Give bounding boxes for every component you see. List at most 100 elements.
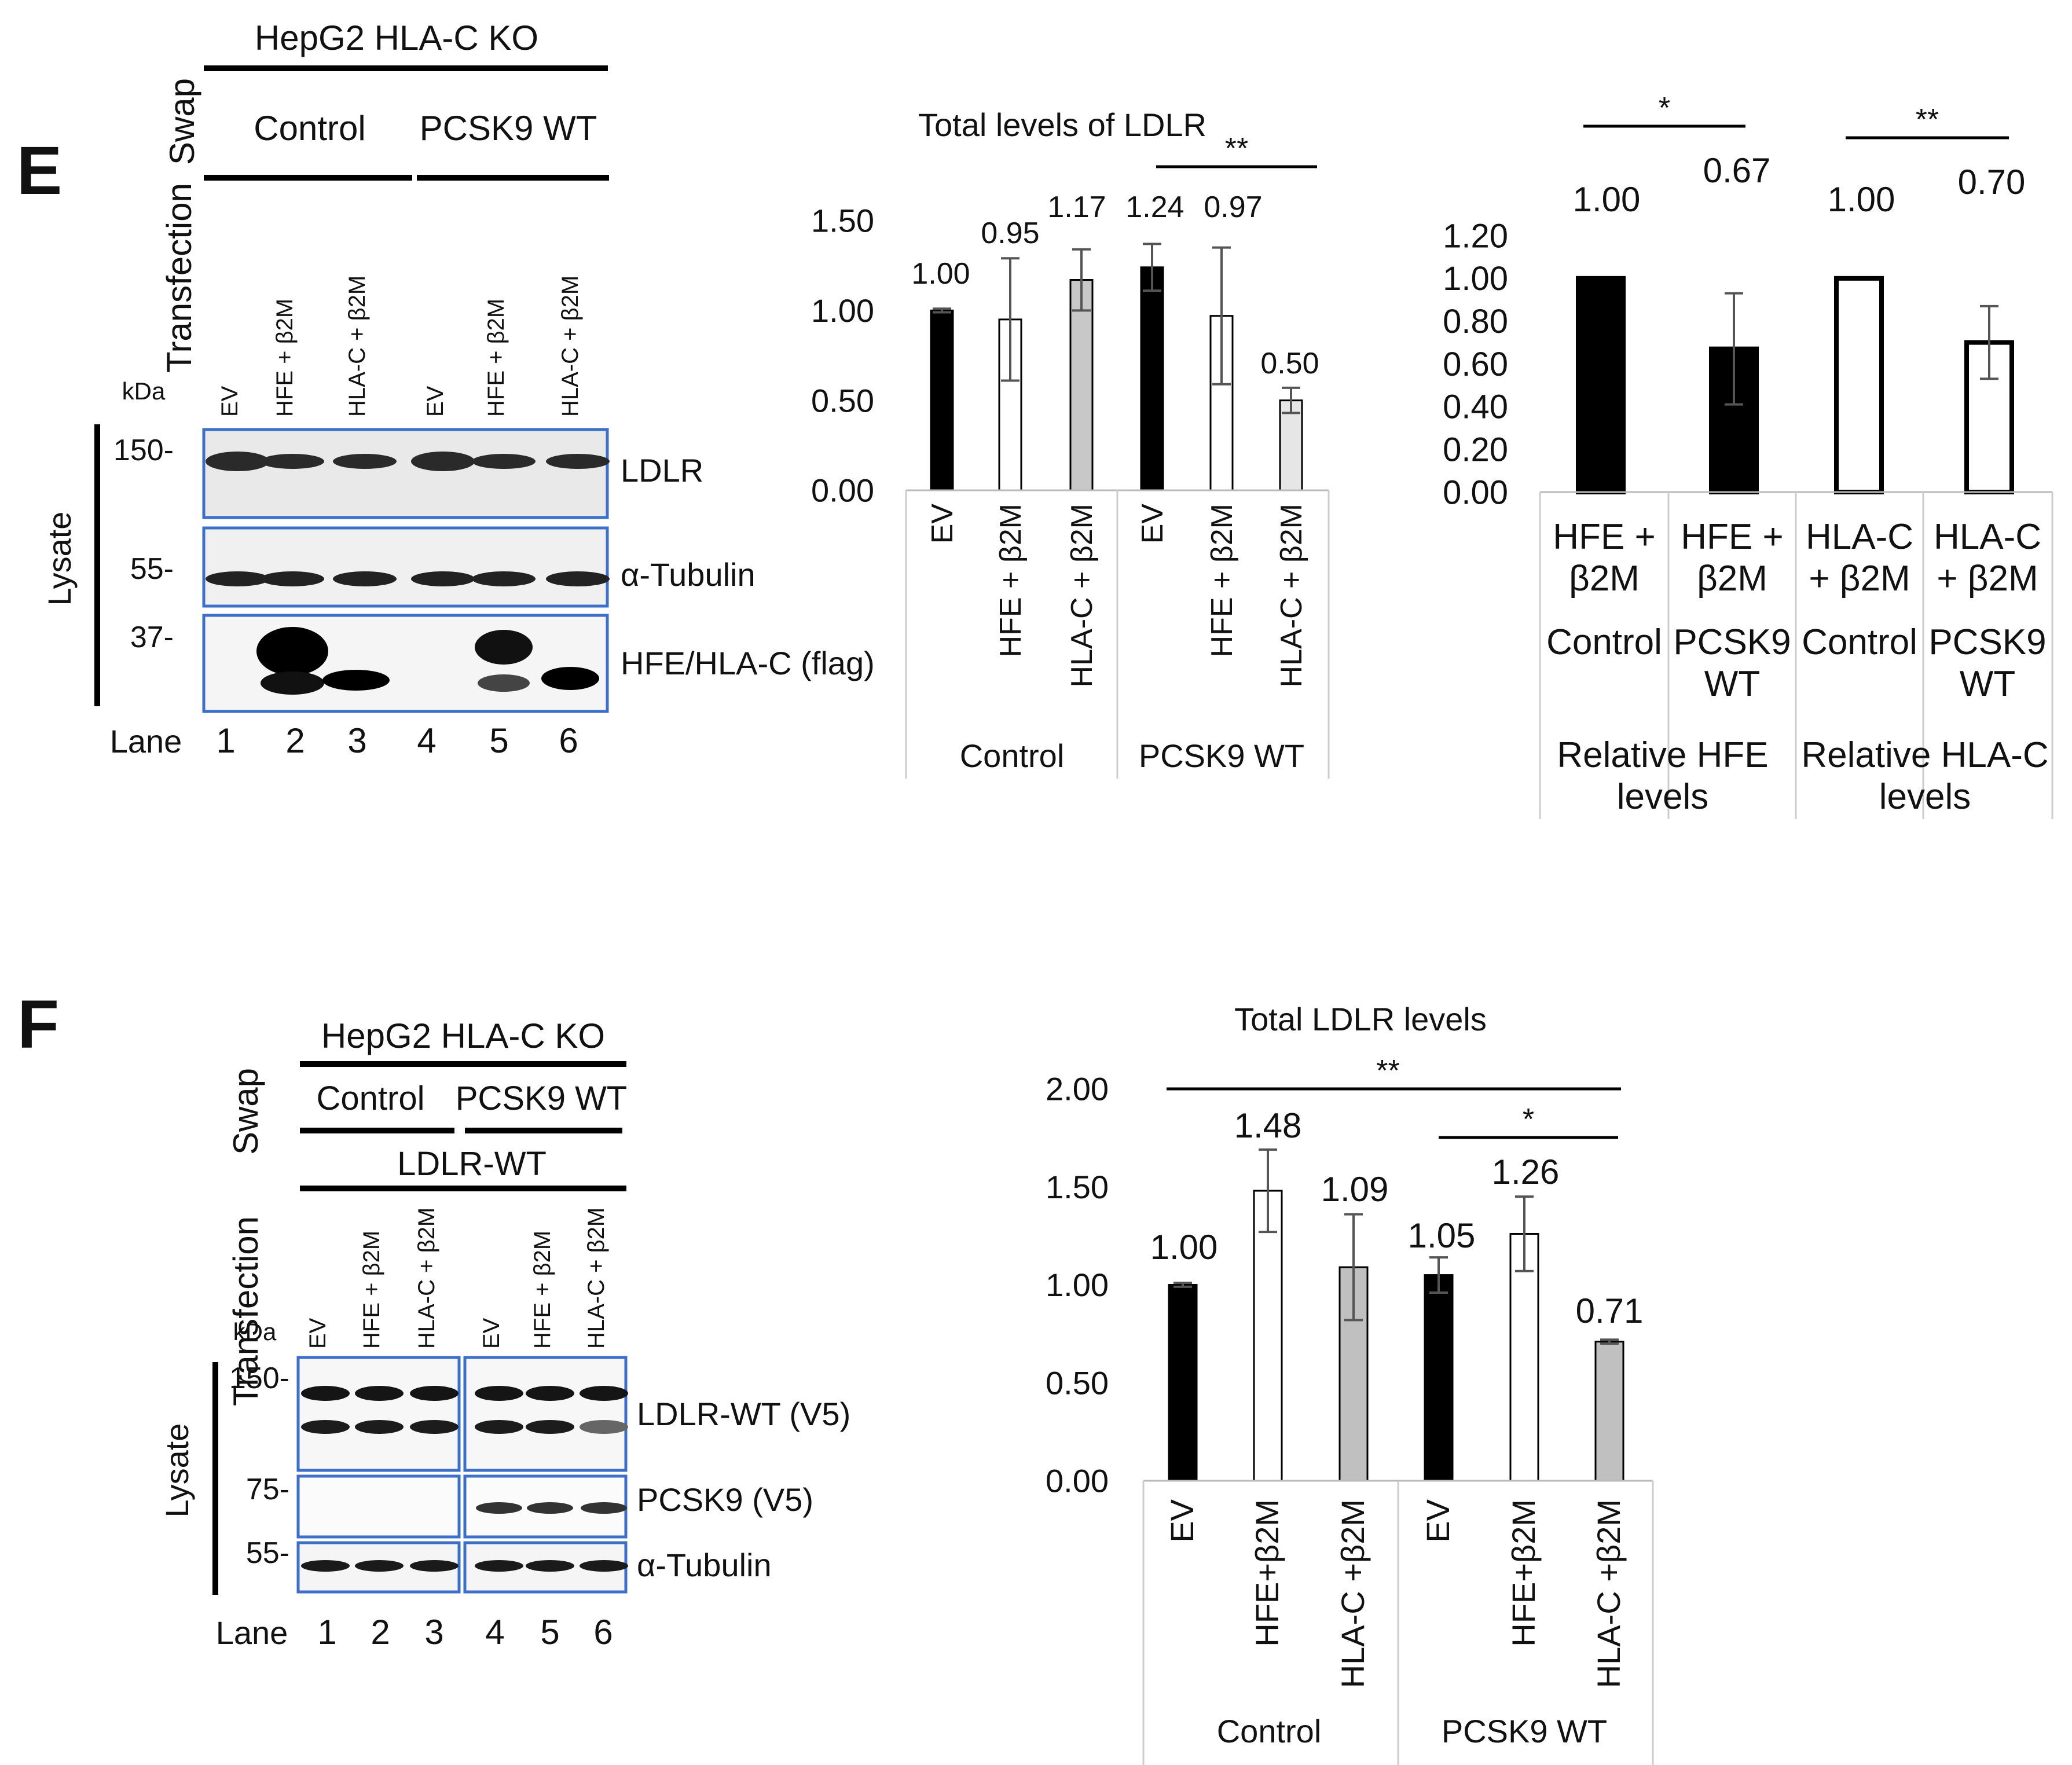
chart-0-x-tick: HLA-C + β2M [1275, 504, 1308, 687]
chart-2-y-tick: 0.00 [1046, 1463, 1109, 1499]
chart-1-bar [1834, 276, 1884, 494]
chart-1-y-tick: 1.00 [1443, 260, 1508, 298]
blot-f-band-ldlr [580, 1420, 628, 1434]
blot-e-box-tubulin [202, 526, 609, 608]
blot-f-band-tubulin [301, 1560, 350, 1572]
blot-f-box-ldlr-control [296, 1356, 461, 1472]
chart-2-data-label: 0.71 [1576, 1291, 1644, 1330]
blot-f-band-tubulin [475, 1560, 523, 1572]
blot-f-lane-number: 3 [424, 1613, 443, 1652]
blot-e-band-hfe [261, 671, 324, 695]
chart-0-x-tick: HFE + β2M [994, 504, 1028, 657]
chart-2-x-tick: EV [1420, 1499, 1456, 1542]
chart-1-y-tick: 0.60 [1443, 346, 1508, 383]
blot-e-lane-number: 6 [559, 721, 578, 760]
chart-2-x-tick: HFE+β2M [1505, 1499, 1542, 1647]
blot-f-band-ldlr [301, 1420, 350, 1434]
blot-e-lane-header: HFE + β2M [483, 299, 509, 417]
chart-1-data-label: 0.70 [1958, 163, 2026, 201]
blot-f-lane-header: HLA-C + β2M [584, 1208, 609, 1349]
chart-1-x-subtick: PCSK9 WT [1673, 622, 1791, 704]
panel-e-letter: E [17, 133, 63, 209]
blot-e-band-label: HFE/HLA-C (flag) [621, 645, 875, 681]
blot-e-lane-header: HLA-C + β2M [558, 276, 583, 417]
blot-f-band-label: α-Tubulin [637, 1547, 772, 1583]
blot-e-group-control: Control [254, 109, 365, 148]
blot-f-lane-header: EV [479, 1318, 504, 1349]
blot-e-lysate-label: Lysate [41, 512, 78, 606]
chart-2-bar [1509, 1232, 1539, 1482]
chart-0-x-tick: EV [926, 504, 959, 544]
blot-e-band-tubulin [411, 571, 475, 586]
chart-1-y-tick: 0.40 [1443, 388, 1508, 426]
blot-f-lane-header: HFE + β2M [530, 1231, 555, 1349]
blot-e-lane-number: 4 [417, 721, 436, 760]
chart-1-x-tick: HFE + β2M [1681, 517, 1783, 599]
blot-f-group-control: Control [317, 1080, 425, 1117]
blot-e-band-ldlr [411, 452, 475, 471]
blot-f-kda-label: kDa [233, 1318, 277, 1345]
chart-0-x-tick: HLA-C + β2M [1065, 504, 1099, 687]
chart-2-y-tick: 1.00 [1046, 1267, 1109, 1303]
blot-e-band-label: α-Tubulin [621, 556, 756, 593]
blot-f-swap-label: Swap [226, 1068, 265, 1155]
blot-e-band-hfe [256, 627, 328, 676]
blot-e-swap-label: Swap [163, 78, 201, 165]
blot-e-lane-header: HFE + β2M [272, 299, 298, 417]
chart-1-y-tick: 1.20 [1443, 217, 1508, 255]
blot-e-band-hlac [322, 670, 390, 691]
blot-e-lane-number: 5 [489, 721, 508, 760]
chart-1-significance-mark: ** [1916, 103, 1939, 137]
blot-e-band-label: LDLR [621, 452, 703, 489]
chart-2-y-tick: 2.00 [1046, 1071, 1109, 1107]
chart-1-bar [1576, 276, 1626, 494]
chart-2-bar [1168, 1284, 1198, 1482]
chart-0-x-tick: EV [1136, 504, 1169, 544]
chart-2-x-tick: HLA-C +β2M [1590, 1499, 1627, 1688]
chart-0-y-tick: 0.50 [811, 382, 874, 419]
chart-0-bar [930, 309, 954, 491]
blot-e-lane-number: 3 [347, 721, 366, 760]
blot-f-band-pcsk9 [581, 1502, 627, 1514]
blot-f-box-pcsk9-control [296, 1474, 461, 1539]
chart-1-x-tick: HLA-C + β2M [1934, 517, 2041, 599]
blot-f-lane-number: 1 [317, 1613, 336, 1652]
blot-f-marker: 75- [246, 1473, 289, 1506]
chart-2-x-tick: HFE+β2M [1249, 1499, 1285, 1647]
blot-e-band-ldlr [546, 454, 610, 469]
chart-1-group-label: Relative HLA-C levels [1801, 735, 2048, 817]
chart-0-title: Total levels of LDLR [918, 107, 1206, 143]
blot-f-band-pcsk9 [476, 1502, 522, 1514]
chart-2-x-tick: EV [1164, 1499, 1200, 1542]
blot-f-lane-header: HFE + β2M [359, 1231, 384, 1349]
blot-e-lane-header: HLA-C + β2M [344, 276, 370, 417]
blot-e-band-tubulin [333, 571, 397, 586]
blot-e-band-ldlr [206, 452, 269, 471]
chart-0-data-label: 1.17 [1047, 190, 1106, 224]
blot-f-band-label: PCSK9 (V5) [637, 1481, 813, 1518]
blot-e-marker: 150- [113, 434, 174, 467]
blot-e-marker: 55- [130, 552, 174, 586]
chart-2-group-label: Control [1217, 1713, 1322, 1749]
blot-f-lane-header: EV [305, 1318, 331, 1349]
blot-f-band-ldlr [355, 1420, 404, 1434]
blot-f-lane-number: 5 [540, 1613, 559, 1652]
chart-1-y-tick: 0.20 [1443, 431, 1508, 468]
blot-e-lane-header: EV [423, 386, 448, 417]
blot-f-lysate-label: Lysate [159, 1423, 195, 1518]
chart-0-data-label: 0.50 [1260, 347, 1319, 380]
blot-e-group-pcsk9: PCSK9 WT [420, 109, 597, 148]
blot-e-band-tubulin [261, 571, 324, 586]
blot-f-band-label: LDLR-WT (V5) [637, 1396, 850, 1432]
blot-f-band-ldlr [301, 1386, 350, 1401]
chart-2-title: Total LDLR levels [1234, 1001, 1487, 1037]
chart-2-data-label: 1.00 [1150, 1228, 1218, 1267]
chart-1-x-tick: HLA-C + β2M [1806, 517, 1913, 599]
blot-f-lane-number: 2 [371, 1613, 390, 1652]
blot-e-band-ldlr [261, 454, 324, 469]
chart-1-x-subtick: Control [1802, 622, 1917, 662]
blot-f-lane-header: HLA-C + β2M [414, 1208, 439, 1349]
blot-f-band-ldlr [410, 1386, 459, 1401]
blot-f-lane-label: Lane [216, 1614, 288, 1651]
chart-1-data-label: 0.67 [1703, 151, 1771, 190]
